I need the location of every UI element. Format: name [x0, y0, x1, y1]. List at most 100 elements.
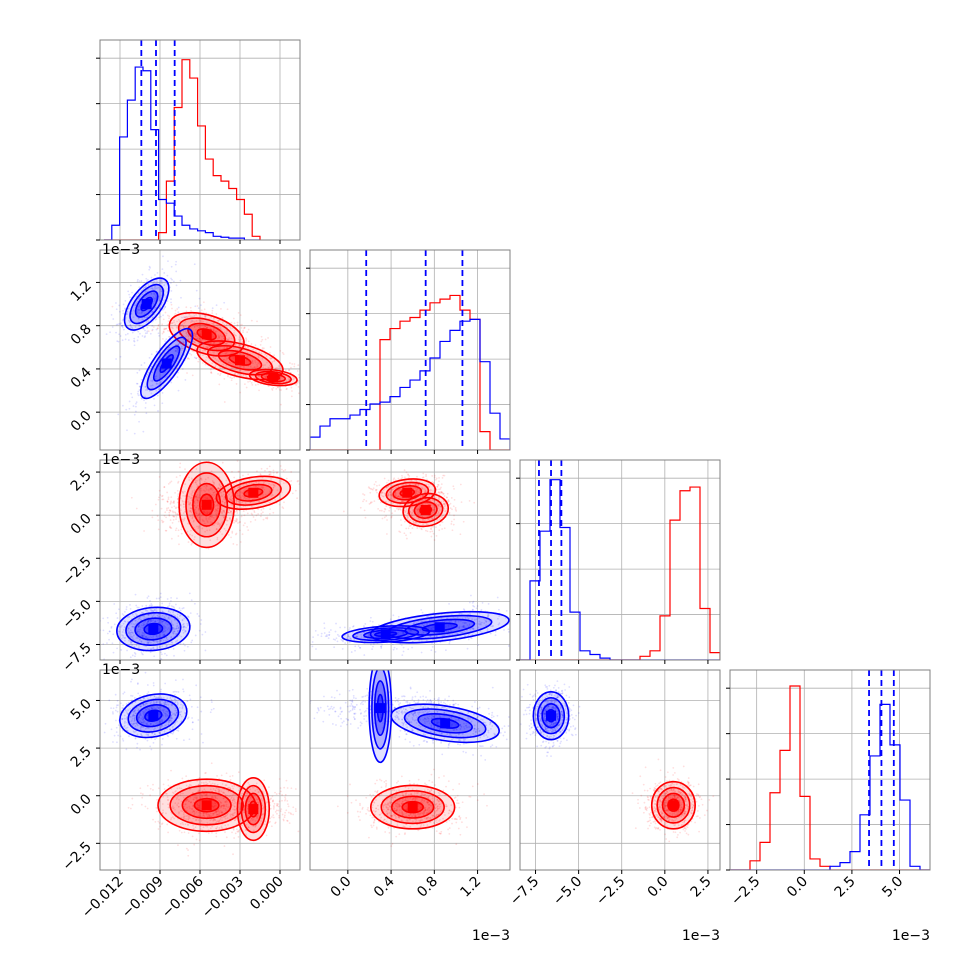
- scatter-point: [154, 287, 157, 290]
- scatter-point: [123, 637, 126, 639]
- scatter-point: [177, 480, 180, 483]
- scatter-point: [141, 318, 144, 321]
- scatter-point: [122, 636, 125, 639]
- scatter-point: [243, 497, 245, 500]
- scatter-point: [135, 507, 138, 510]
- scatter-point: [137, 309, 140, 312]
- scatter-point: [162, 255, 164, 258]
- scatter-point: [389, 505, 392, 508]
- scatter-point: [144, 386, 147, 388]
- scatter-point: [272, 471, 275, 474]
- scatter-point: [151, 509, 154, 512]
- scatter-point: [416, 512, 419, 515]
- scatter-point: [415, 490, 418, 493]
- scatter-point: [259, 491, 262, 493]
- scatter-point: [211, 322, 213, 325]
- scatter-point: [230, 337, 233, 340]
- scatter-point: [233, 488, 235, 491]
- scatter-point: [163, 633, 165, 636]
- scatter-point: [129, 296, 131, 299]
- scatter-point: [277, 365, 280, 367]
- scatter-point: [222, 490, 225, 493]
- scatter-point: [206, 529, 209, 532]
- scatter-point: [210, 487, 213, 490]
- scatter-point: [486, 628, 489, 630]
- scatter-point: [236, 499, 239, 502]
- scatter-point: [121, 634, 123, 636]
- scatter-point: [437, 503, 440, 506]
- scatter-point: [146, 330, 149, 333]
- scatter-point: [154, 307, 156, 310]
- scatter-point: [422, 631, 425, 634]
- scatter-point: [158, 625, 160, 628]
- scatter-point: [431, 475, 434, 477]
- scatter-point: [147, 620, 150, 622]
- scatter-point: [169, 509, 172, 512]
- scatter-point: [198, 338, 201, 340]
- scatter-point: [217, 335, 220, 338]
- scatter-point: [142, 624, 145, 627]
- scatter-point: [177, 495, 180, 498]
- scatter-point: [125, 408, 128, 411]
- scatter-point: [193, 538, 196, 541]
- scatter-point: [132, 623, 135, 625]
- scatter-point: [128, 623, 131, 626]
- scatter-point: [414, 490, 417, 493]
- scatter-point: [147, 641, 150, 644]
- scatter-point: [209, 515, 212, 517]
- scatter-point: [204, 349, 207, 352]
- scatter-point: [246, 526, 249, 528]
- scatter-point: [228, 512, 230, 514]
- scatter-point: [235, 501, 238, 504]
- scatter-point: [204, 631, 207, 633]
- scatter-point: [184, 316, 186, 319]
- scatter-point: [334, 630, 337, 633]
- scatter-point: [412, 509, 414, 511]
- scatter-point: [209, 518, 211, 520]
- scatter-point: [154, 377, 157, 380]
- scatter-point: [222, 343, 225, 346]
- scatter-point: [226, 342, 229, 345]
- scatter-point: [342, 510, 345, 513]
- scatter-point: [136, 630, 139, 633]
- scatter-point: [245, 497, 248, 500]
- scatter-point: [394, 494, 397, 497]
- scatter-point: [417, 483, 420, 486]
- scatter-point: [245, 339, 248, 342]
- scatter-point: [254, 344, 257, 347]
- scatter-point: [156, 394, 159, 397]
- scatter-point: [409, 519, 412, 521]
- scatter-point: [378, 484, 381, 487]
- scatter-point: [180, 345, 183, 348]
- scatter-point: [189, 337, 192, 340]
- scatter-point: [141, 624, 144, 627]
- scatter-point: [159, 639, 161, 642]
- scatter-point: [512, 597, 514, 599]
- scatter-point: [191, 491, 194, 494]
- scatter-point: [131, 331, 134, 334]
- scatter-point: [138, 308, 141, 311]
- scatter-point: [418, 491, 421, 494]
- scatter-point: [177, 529, 180, 532]
- scatter-point: [214, 505, 217, 507]
- scatter-point: [285, 388, 288, 391]
- scatter-point: [162, 630, 165, 633]
- scatter-point: [272, 487, 275, 489]
- scatter-point: [191, 494, 194, 497]
- scatter-point: [272, 386, 275, 389]
- scatter-point: [137, 625, 140, 627]
- scatter-point: [266, 516, 269, 519]
- scatter-point: [447, 499, 450, 501]
- scatter-point: [293, 363, 296, 365]
- scatter-point: [162, 330, 165, 333]
- scatter-point: [425, 529, 427, 532]
- scatter-point: [178, 341, 181, 344]
- scatter-point: [162, 520, 165, 523]
- scatter-point: [448, 640, 451, 643]
- scatter-point: [479, 630, 482, 633]
- scatter-point: [265, 355, 268, 357]
- scatter-point: [129, 656, 132, 659]
- scatter-point: [172, 632, 175, 635]
- scatter-point: [143, 636, 146, 639]
- scatter-point: [216, 514, 218, 517]
